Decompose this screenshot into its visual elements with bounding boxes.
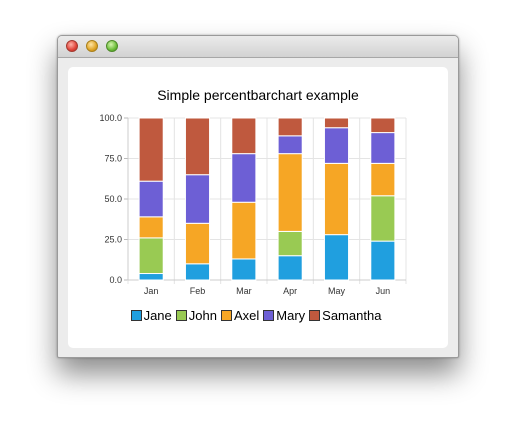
legend-swatch <box>220 310 232 321</box>
legend-label: Samantha <box>322 308 382 323</box>
bar-segment-jane-jan <box>138 273 164 281</box>
legend-label: Axel <box>233 308 260 323</box>
chart-window: Simple percentbarchart example 0.0 25.0 50… <box>57 35 459 358</box>
bar-segment-samantha-may <box>323 117 350 129</box>
bar-segment-jane-apr <box>277 255 303 281</box>
legend-label: John <box>188 308 217 323</box>
bar-segment-axel-apr <box>277 153 303 232</box>
title-bar <box>58 36 458 58</box>
bar-segment-mary-jun <box>370 132 396 164</box>
bar-segment-john-jun <box>370 195 396 242</box>
chart-legend: Jane John Axel Mary Samantha <box>68 308 448 323</box>
minimize-button[interactable] <box>86 40 98 52</box>
bar-segment-jane-jun <box>370 240 396 281</box>
bar-segment-axel-jan <box>138 216 164 239</box>
y-tick-label: 25.0 <box>104 235 122 245</box>
y-tick-label: 0.0 <box>109 275 122 285</box>
x-tick-label: Mar <box>236 286 252 296</box>
y-tick-label: 100.0 <box>99 113 122 123</box>
x-tick-label: May <box>328 286 346 296</box>
x-tick-label: Feb <box>190 286 206 296</box>
chart-title: Simple percentbarchart example <box>157 87 359 103</box>
bar-segment-samantha-feb <box>184 117 211 176</box>
bar-segment-john-jan <box>138 237 164 275</box>
x-tick-label: Jun <box>376 286 391 296</box>
bar-segment-jane-may <box>323 234 350 281</box>
bar-segment-john-apr <box>277 230 303 257</box>
bar-segment-mary-jan <box>138 180 164 218</box>
legend-item-axel: Axel <box>220 308 260 323</box>
close-button[interactable] <box>66 40 78 52</box>
percent-bar-chart: 0.0 25.0 50.0 75.0 100.0 Jan Feb Mar Apr May Jun <box>99 113 407 296</box>
bar-segment-mary-may <box>323 127 350 164</box>
bar-segment-axel-feb <box>184 222 211 265</box>
legend-swatch <box>263 310 275 321</box>
bar-segment-jane-mar <box>231 258 257 281</box>
bar-segment-axel-jun <box>370 162 396 197</box>
x-tick-label: Jan <box>144 286 159 296</box>
zoom-button[interactable] <box>106 40 118 52</box>
bar-segment-mary-mar <box>231 153 257 203</box>
y-tick-label: 75.0 <box>104 154 122 164</box>
bar-segment-jane-feb <box>184 263 211 281</box>
bar-segment-mary-feb <box>184 174 211 224</box>
bar-segment-samantha-apr <box>277 117 303 137</box>
legend-item-john: John <box>175 308 217 323</box>
x-tick-label: Apr <box>283 286 297 296</box>
legend-label: Jane <box>143 308 172 323</box>
bar-segment-samantha-jun <box>370 117 396 134</box>
legend-item-mary: Mary <box>263 308 305 323</box>
bar-segment-axel-may <box>323 162 350 236</box>
legend-item-jane: Jane <box>130 308 172 323</box>
legend-item-samantha: Samantha <box>309 308 381 323</box>
legend-label: Mary <box>276 308 306 323</box>
bar-segment-samantha-jan <box>138 117 164 182</box>
bar-segment-samantha-mar <box>231 117 257 155</box>
legend-swatch <box>175 310 187 321</box>
y-tick-label: 50.0 <box>104 194 122 204</box>
legend-swatch <box>309 310 321 321</box>
bar-segment-mary-apr <box>277 135 303 155</box>
legend-swatch <box>130 310 142 321</box>
bar-segment-axel-mar <box>231 201 257 260</box>
chart-view: Simple percentbarchart example 0.0 25.0 50… <box>68 67 448 348</box>
